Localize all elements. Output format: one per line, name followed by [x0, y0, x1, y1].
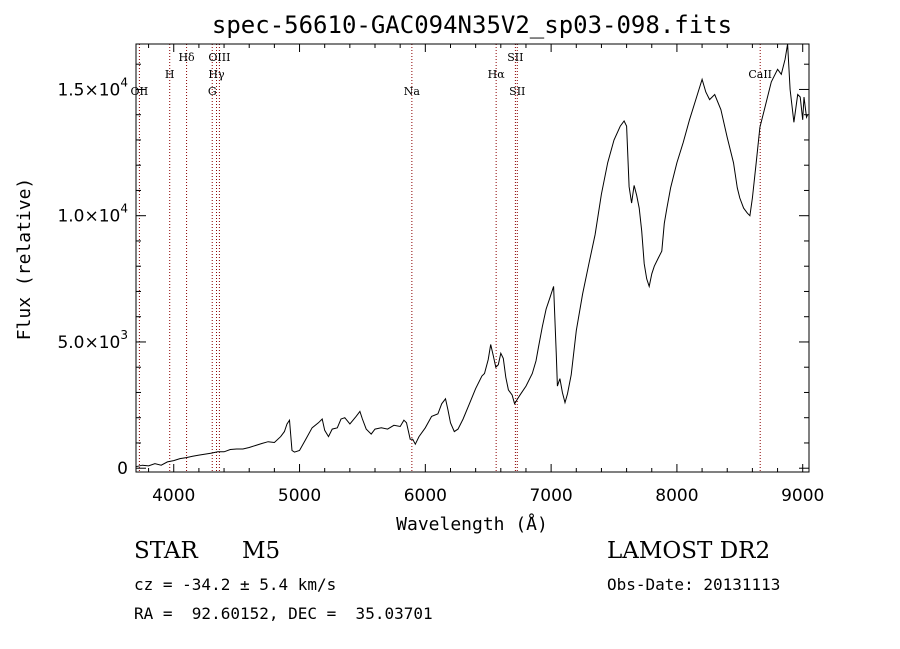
y-axis-ticks: 0 5.0×103 1.0×104 1.5×104: [57, 63, 809, 479]
survey-name: LAMOST DR2: [607, 538, 771, 564]
spectral-line-markers: [138, 44, 761, 472]
spectral-line-label: OIII: [208, 51, 230, 64]
x-tick-label: 6000: [404, 486, 447, 506]
spectrum-line: [135, 43, 809, 468]
x-tick-label: 8000: [655, 486, 698, 506]
obs-date: Obs-Date: 20131113: [607, 575, 781, 594]
spectral-line-label: Hγ: [208, 68, 225, 81]
spectral-line-label: SII: [509, 85, 525, 98]
spectral-line-label: Na: [404, 85, 421, 98]
x-axis-ticks: 4000 5000 6000 7000 8000 9000: [148, 44, 824, 506]
x-axis-label: Wavelength (Å): [396, 513, 548, 535]
x-tick-label: 9000: [781, 486, 824, 506]
y-tick-label: 1.5×104: [57, 75, 128, 100]
chart-title: spec-56610-GAC094N35V2_sp03-098.fits: [212, 11, 732, 39]
x-tick-label: 7000: [529, 486, 572, 506]
y-tick-label: 0: [117, 459, 128, 479]
spectral-line-label: CaII: [748, 68, 772, 81]
y-tick-label: 1.0×104: [57, 202, 128, 227]
object-subclass: M5: [242, 538, 281, 564]
spectral-line-label: Hδ: [178, 51, 195, 64]
y-axis-label: Flux (relative): [14, 178, 35, 341]
axes-frame: [135, 43, 810, 473]
object-class: STAR: [134, 538, 198, 564]
redshift-text: cz = -34.2 ± 5.4 km/s: [134, 575, 337, 594]
coordinates: RA = 92.60152, DEC = 35.03701: [134, 604, 433, 623]
spectral-line-label: SII: [507, 51, 523, 64]
x-tick-label: 4000: [152, 486, 195, 506]
spectral-line-label: Hα: [488, 68, 506, 81]
spectral-line-label: G: [208, 85, 217, 98]
spectral-line-label: H: [165, 68, 175, 81]
x-tick-label: 5000: [278, 486, 321, 506]
y-tick-label: 5.0×103: [57, 328, 128, 353]
spectral-line-label: OII: [131, 85, 149, 98]
